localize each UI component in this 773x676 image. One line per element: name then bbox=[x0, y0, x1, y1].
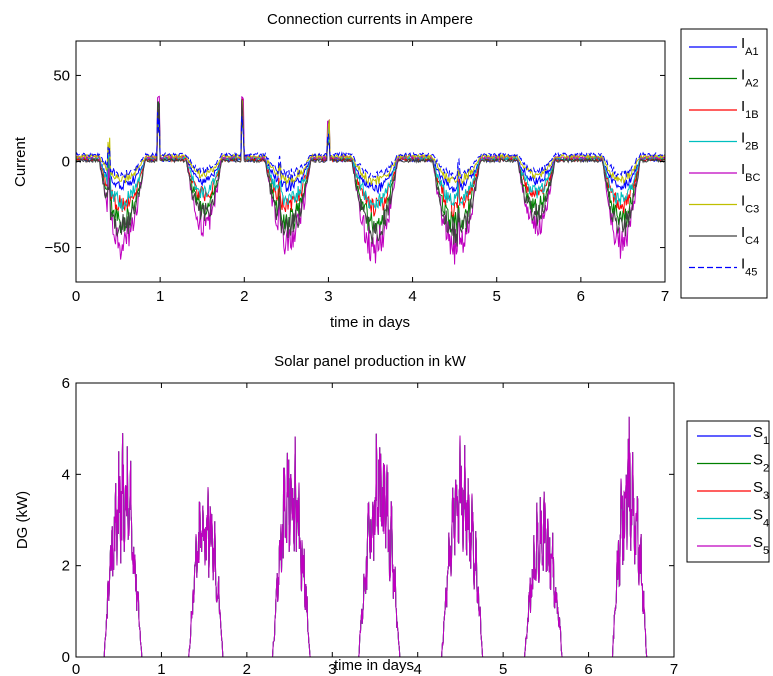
solar-ylabel: DG (kW) bbox=[14, 491, 31, 549]
solar-xtick-label: 3 bbox=[328, 661, 336, 676]
currents-legend: IA1 IA2 I1B I2B IBC IC3 IC4 I45 bbox=[680, 28, 768, 299]
solar-ytick-label: 6 bbox=[62, 375, 70, 392]
solar-legend-label: S1 bbox=[753, 424, 769, 447]
currents-xtick-label: 2 bbox=[240, 288, 248, 305]
solar-legend-label: S2 bbox=[753, 452, 769, 475]
currents-legend-label: IBC bbox=[741, 161, 761, 184]
currents-series-line-c3 bbox=[75, 100, 666, 186]
solar-xtick-label: 4 bbox=[414, 661, 422, 676]
solar-xtick-label: 1 bbox=[157, 661, 165, 676]
solar-panel: Solar panel production in kW 0 1 2 3 4 5 6 7 0 2… bbox=[14, 353, 770, 676]
currents-legend-label: IA1 bbox=[741, 35, 759, 58]
solar-xlabel: time in days bbox=[334, 657, 414, 674]
currents-xtick-label: 1 bbox=[156, 288, 164, 305]
currents-xtick-label: 6 bbox=[577, 288, 585, 305]
currents-xlabel: time in days bbox=[330, 314, 410, 331]
solar-legend-label: S4 bbox=[753, 507, 769, 530]
currents-xtick-label: 0 bbox=[72, 288, 80, 305]
solar-ytick-label: 2 bbox=[62, 558, 70, 575]
solar-xtick-label: 7 bbox=[670, 661, 678, 676]
currents-legend-label: I45 bbox=[741, 256, 757, 279]
currents-xtick-label: 5 bbox=[493, 288, 501, 305]
currents-series-line-c4 bbox=[75, 99, 666, 247]
solar-xtick-label: 2 bbox=[243, 661, 251, 676]
currents-legend-label: I2B bbox=[741, 130, 759, 153]
currents-ytick-label: 0 bbox=[62, 154, 70, 171]
solar-xtick-label: 6 bbox=[584, 661, 592, 676]
solar-axes-box bbox=[75, 382, 675, 658]
solar-xtick-label: 5 bbox=[499, 661, 507, 676]
currents-plot-area bbox=[76, 41, 665, 282]
solar-ytick-label: 0 bbox=[62, 649, 70, 666]
currents-xtick-label: 7 bbox=[661, 288, 669, 305]
currents-panel: Connection currents in Ampere 0 1 2 3 4 5 6 7 −… bbox=[12, 11, 768, 331]
currents-legend-label: IC4 bbox=[741, 224, 759, 247]
solar-legend-label: S3 bbox=[753, 479, 769, 502]
solar-ytick-label: 4 bbox=[62, 466, 70, 483]
currents-legend-box bbox=[680, 28, 768, 299]
currents-ytick-label: 50 bbox=[53, 67, 70, 84]
currents-xtick-label: 3 bbox=[324, 288, 332, 305]
solar-legend-label: S5 bbox=[753, 534, 769, 557]
currents-ylabel: Current bbox=[12, 136, 29, 187]
currents-legend-label: IC3 bbox=[741, 193, 759, 216]
currents-xtick-label: 4 bbox=[408, 288, 416, 305]
currents-legend-label: I1B bbox=[741, 98, 759, 121]
solar-xtick-label: 0 bbox=[72, 661, 80, 676]
currents-ytick-label: −50 bbox=[45, 240, 70, 257]
solar-legend: S1 S2 S3 S4 S5 bbox=[686, 420, 770, 563]
currents-series-group bbox=[75, 95, 666, 265]
solar-title: Solar panel production in kW bbox=[274, 353, 467, 370]
currents-legend-label: IA2 bbox=[741, 67, 759, 90]
currents-title: Connection currents in Ampere bbox=[267, 11, 473, 28]
currents-series-line-45 bbox=[75, 112, 666, 181]
currents-series-line-bc bbox=[75, 95, 666, 265]
